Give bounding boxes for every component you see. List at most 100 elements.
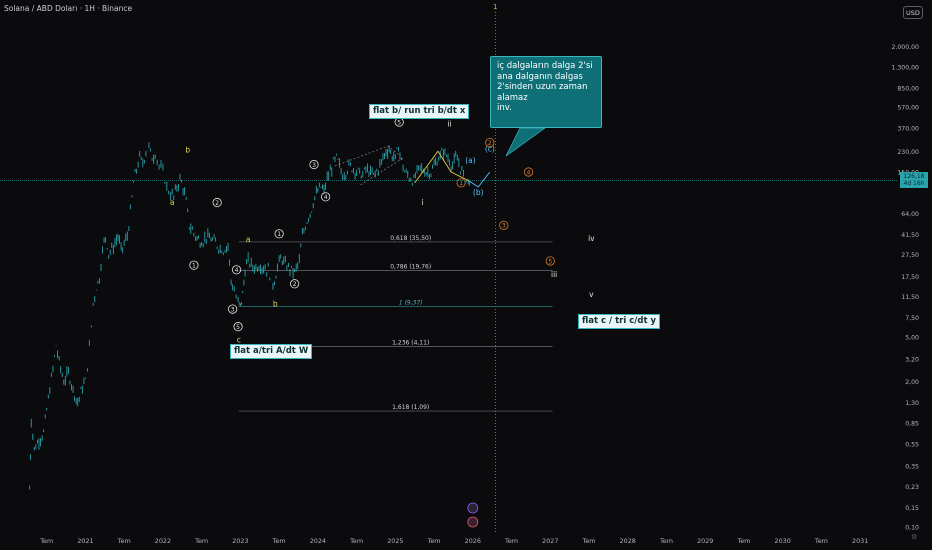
wave-label: 5 [397,119,401,126]
wave-label: iii [551,270,557,279]
wave-label: 4 [324,194,328,201]
wave-label: 2 [293,281,297,288]
event-markers [467,502,479,528]
channel-lower [360,157,404,186]
wave-zigzag-yellow [414,150,470,184]
last-price-tag: 126,18 4d 16h [900,172,928,188]
wave-label: ii [447,120,451,129]
grid-lines: 1 [0,3,898,532]
wave-label-circle [456,178,466,188]
wave-label-circle [523,167,534,177]
fib-label: 1,618 (1,09) [392,404,429,411]
y-tick-label: 64,00 [901,211,919,218]
x-tick-label: Tem [272,537,286,545]
wave-label: a [246,235,251,244]
fib-label: 1 (9,37) [399,300,423,307]
wave-label-circle [309,159,319,170]
wave-label-circle [485,137,495,148]
x-tick-label: Tem [194,537,208,545]
callout-note[interactable]: iç dalgaların dalga 2'si ana dalganın da… [490,56,602,128]
time-axis[interactable]: Tem 2021 Tem 2022 Tem 2023 Tem 2024 Tem 2025 Tem 20… [39,537,868,545]
y-tick-label: 27,50 [901,252,919,259]
y-tick-label: 850,00 [897,85,919,92]
wave-label: 4 [235,267,239,274]
wave-projection-blue [468,171,491,188]
y-tick-label: 2,00 [905,379,919,386]
y-tick-label: 5,00 [905,335,919,342]
wave-label: 3 [231,306,235,313]
wave-label-circle [274,229,284,239]
fib-label: 0,786 (19,76) [390,263,431,270]
wave-label: 1 [459,180,463,187]
wave-label: 2 [488,140,492,147]
wave-label: 2 [215,200,219,207]
y-tick-label: 0,55 [905,442,919,449]
y-tick-label: 0,23 [905,484,919,491]
x-tick-label: Tem [504,537,518,545]
fib-label: 0,618 (35,50) [390,235,431,242]
settings-icon[interactable]: ⚙ [911,533,918,541]
y-tick-label: 1,30 [905,400,919,407]
wave-label: 1 [192,262,196,269]
event-lightning-icon [467,502,479,514]
wave-label: b [273,300,278,309]
wave-label-circle [290,279,300,289]
wave-label-circle [233,322,243,332]
wave-label: 5 [236,324,240,331]
price-axis[interactable]: 2.000,00 1.300,00 850,00 570,00 370,00 230,00… [891,44,919,532]
label-flat-b[interactable]: flat b/ run tri b/dt x [369,104,470,119]
x-tick-label: 2030 [775,537,791,545]
y-tick-label: 7,50 [905,315,919,322]
x-tick-label: 2031 [852,537,868,545]
wave-label: v [589,290,594,299]
bar-countdown: 4d 16h [903,180,925,187]
wave-label: 3 [312,162,316,169]
y-tick-label: 0,10 [905,525,919,532]
y-tick-label: 570,00 [897,105,919,112]
wave-label: (a) [465,156,476,165]
event-flag-icon [467,516,479,528]
y-tick-label: 3,20 [905,356,919,363]
x-tick-label: Tem [814,537,828,545]
label-flat-c[interactable]: flat c / tri c/dt y [578,314,661,329]
wave-label-circle [212,197,222,208]
wave-label: i [421,198,423,207]
x-tick-label: 2029 [697,537,713,545]
x-tick-label: 2022 [155,537,171,545]
price-series [29,142,470,490]
y-tick-label: 230,00 [897,149,919,156]
wave-label: 4 [527,169,531,176]
x-tick-label: Tem [117,537,131,545]
y-tick-label: 2.000,00 [891,44,919,51]
x-tick-label: 2023 [232,537,248,545]
currency-button[interactable]: USD [903,6,923,19]
y-tick-label: 11,50 [901,294,919,301]
x-tick-label: Tem [659,537,673,545]
channel-upper [334,145,400,167]
x-tick-label: Tem [582,537,596,545]
x-tick-label: 2025 [387,537,403,545]
x-tick-label: Tem [349,537,363,545]
x-tick-label: 2021 [77,537,93,545]
y-tick-label: 41,50 [901,232,919,239]
y-tick-label: 0,85 [905,421,919,428]
y-tick-label: 17,50 [901,274,919,281]
x-tick-label: 2027 [542,537,558,545]
wave-label: (b) [473,188,484,197]
wave-label-circle [545,256,555,266]
symbol-title: Solana / ABD Doları · 1H · Binance [4,4,133,13]
label-flat-a[interactable]: flat a/tri A/dt W [230,344,313,359]
wave-label: (c) [485,144,495,153]
x-tick-label: Tem [39,537,53,545]
wave-label-circle [228,304,238,314]
wave-label: b [185,146,190,155]
fib-levels: 0,618 (35,50) 0,786 (19,76) 1 (9,37) 1,236 … [238,235,553,412]
y-tick-label: 0,15 [905,505,919,512]
wave-label-circle [189,260,199,270]
y-tick-label: 1.300,00 [891,65,919,72]
x-tick-label: 2028 [620,537,636,545]
wave-label: 5 [548,258,552,265]
wave-label-circle [499,220,509,230]
